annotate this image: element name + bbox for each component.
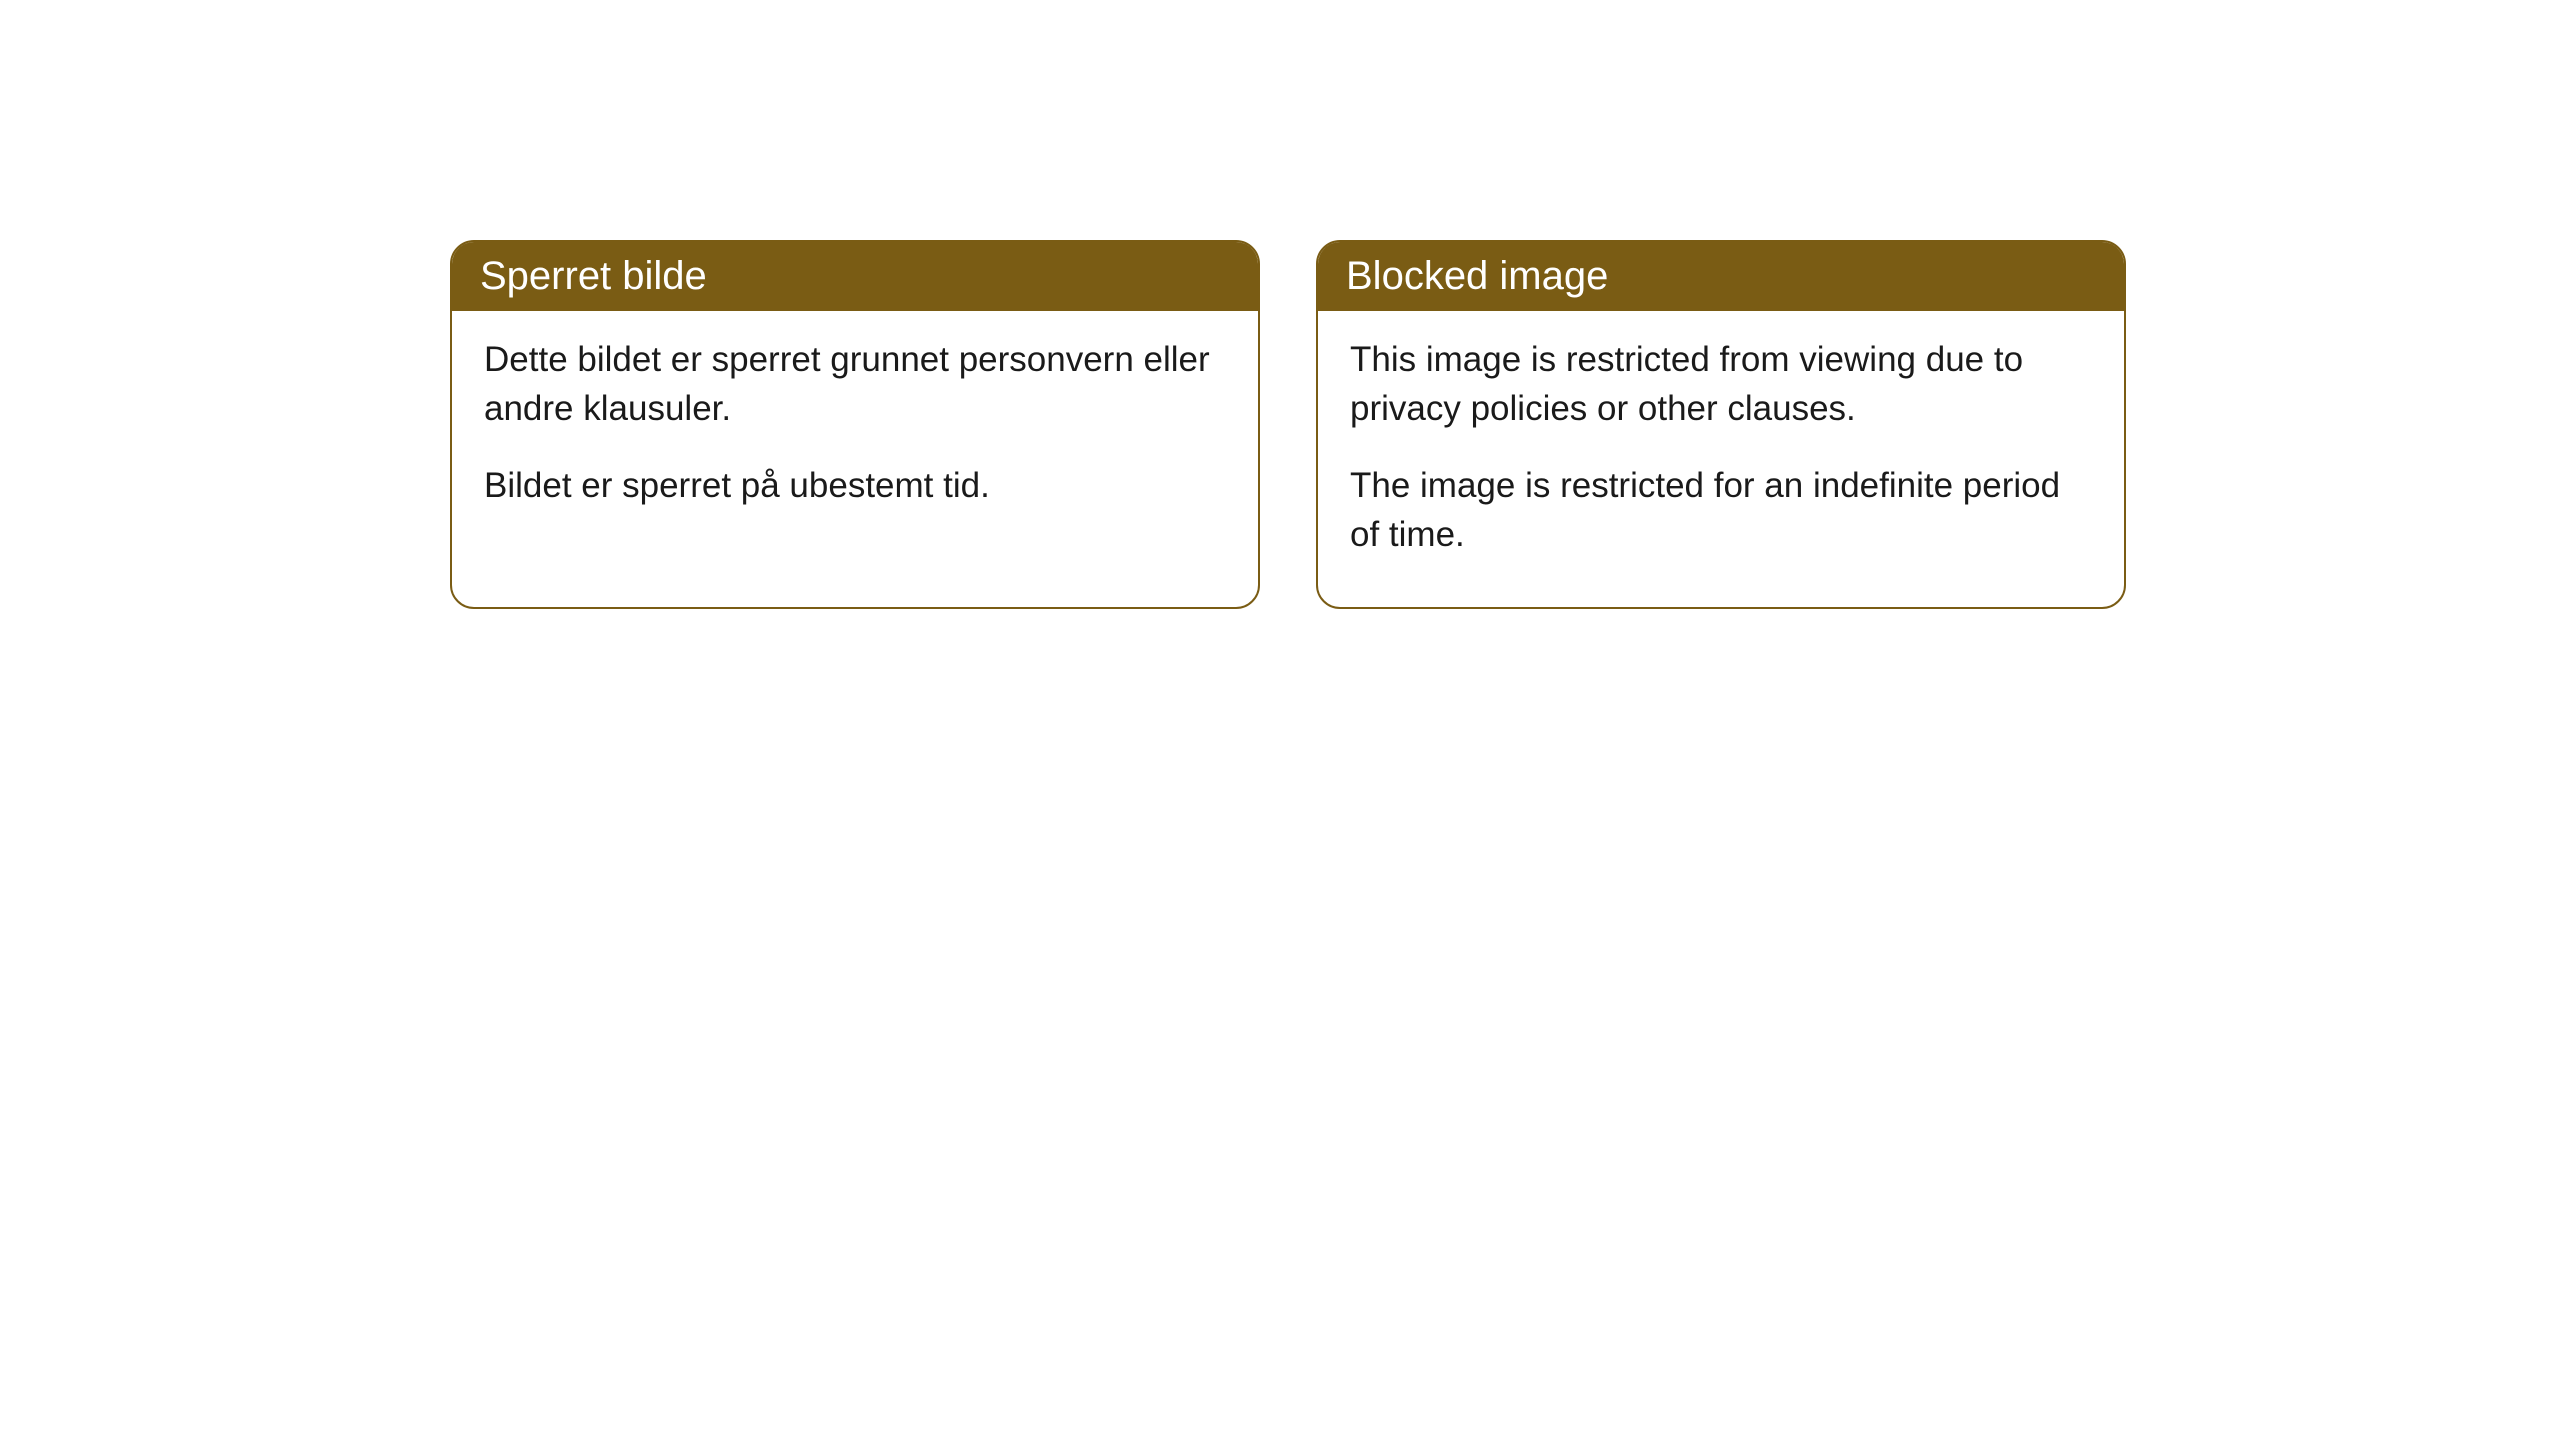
card-paragraph-2-english: The image is restricted for an indefinit… bbox=[1350, 461, 2092, 559]
blocked-image-card-norwegian: Sperret bilde Dette bildet er sperret gr… bbox=[450, 240, 1260, 609]
blocked-image-card-english: Blocked image This image is restricted f… bbox=[1316, 240, 2126, 609]
card-body-norwegian: Dette bildet er sperret grunnet personve… bbox=[452, 311, 1258, 558]
card-paragraph-1-norwegian: Dette bildet er sperret grunnet personve… bbox=[484, 335, 1226, 433]
card-title-english: Blocked image bbox=[1346, 254, 1608, 298]
card-title-norwegian: Sperret bilde bbox=[480, 254, 707, 298]
card-body-english: This image is restricted from viewing du… bbox=[1318, 311, 2124, 607]
notice-cards-container: Sperret bilde Dette bildet er sperret gr… bbox=[450, 240, 2126, 609]
card-paragraph-1-english: This image is restricted from viewing du… bbox=[1350, 335, 2092, 433]
card-header-english: Blocked image bbox=[1318, 242, 2124, 311]
card-header-norwegian: Sperret bilde bbox=[452, 242, 1258, 311]
card-paragraph-2-norwegian: Bildet er sperret på ubestemt tid. bbox=[484, 461, 1226, 510]
